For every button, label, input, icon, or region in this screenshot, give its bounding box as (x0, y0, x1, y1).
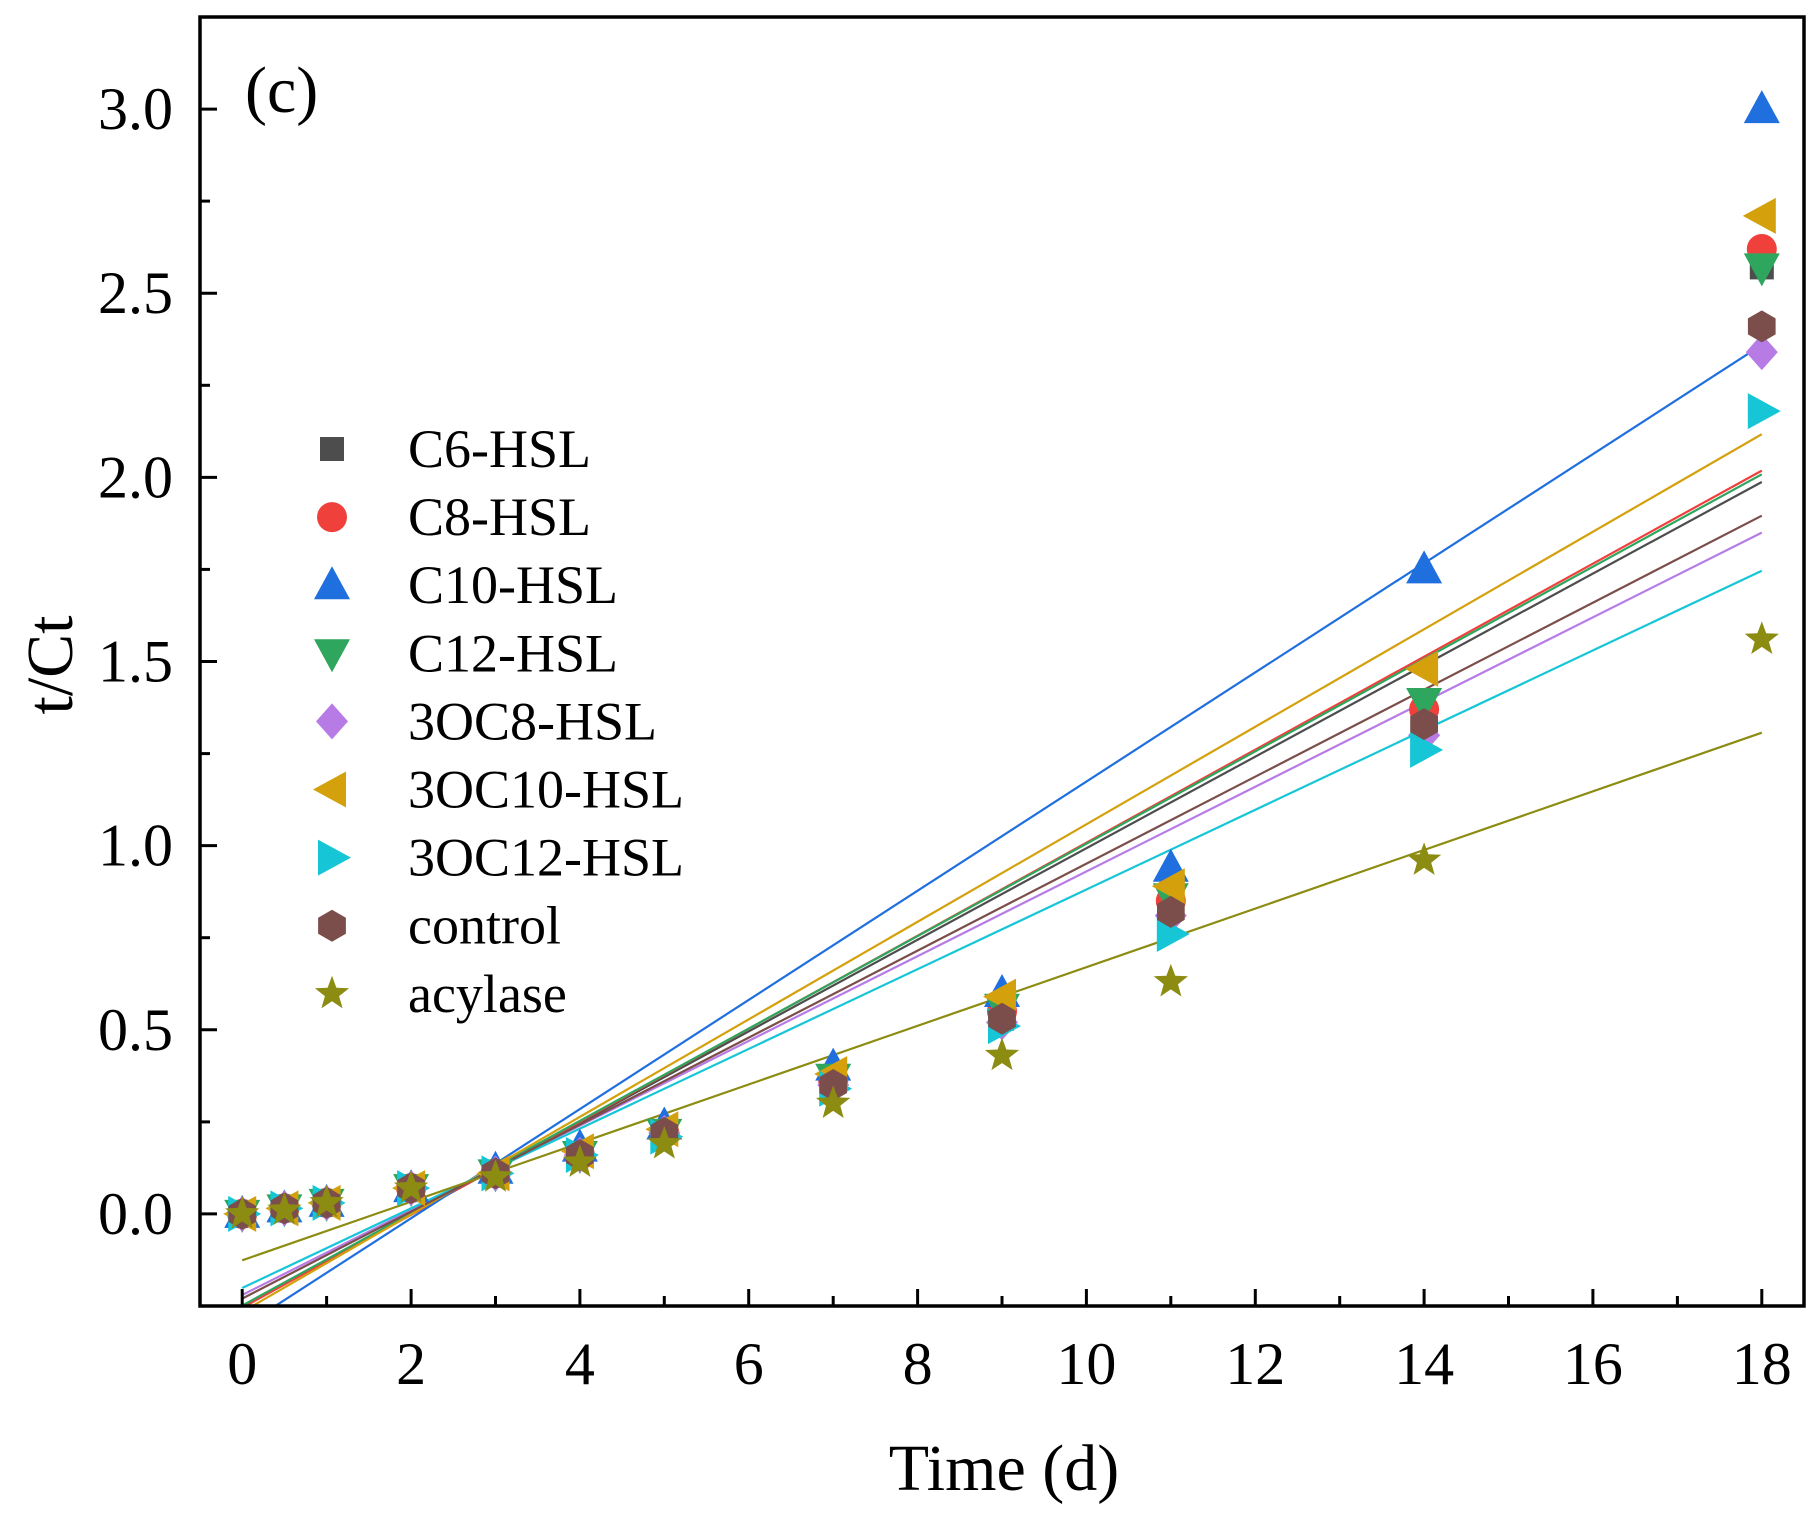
x-tick-label: 4 (565, 1331, 595, 1397)
data-point-control (988, 1002, 1016, 1035)
data-points (223, 90, 1781, 1233)
legend-label: C10-HSL (408, 555, 618, 615)
y-tick-label: 1.5 (98, 629, 173, 695)
y-tick-label: 3.0 (98, 76, 173, 142)
data-point-acylase (562, 1144, 597, 1177)
x-tick-label: 18 (1732, 1331, 1792, 1397)
x-tick-label: 16 (1563, 1331, 1623, 1397)
y-tick-labels: 0.0 0.5 1.0 1.5 2.0 2.5 3.0 (98, 76, 173, 1247)
legend-label: 3OC12-HSL (408, 828, 684, 888)
data-point-acylase (309, 1184, 344, 1218)
legend-label: 3OC10-HSL (408, 760, 684, 820)
plot-frame (198, 15, 1806, 1308)
data-point-control (1747, 310, 1776, 343)
legend-item-3oc10-hsl: 3OC10-HSL (313, 760, 684, 820)
legend-marker-c10-hsl (314, 566, 350, 600)
data-point-c10-hsl (1743, 90, 1780, 124)
y-tick-label: 2.0 (98, 444, 173, 510)
data-point-acylase (1744, 621, 1779, 654)
data-point-c12-hsl (1743, 253, 1780, 287)
data-point-acylase (647, 1126, 682, 1159)
legend-label: acylase (408, 964, 567, 1024)
legend-label: C8-HSL (408, 487, 591, 547)
x-tick-label: 12 (1225, 1331, 1285, 1397)
data-point-3oc10-hsl (1405, 650, 1439, 687)
x-tick-label: 2 (396, 1331, 426, 1397)
data-point-control (1410, 708, 1438, 741)
legend-marker-c8-hsl (317, 502, 347, 533)
x-tick-label: 0 (227, 1331, 257, 1397)
data-point-control (1157, 895, 1185, 928)
data-point-acylase (984, 1037, 1020, 1071)
y-tick-label: 0.5 (98, 997, 173, 1063)
data-point-3oc12-hsl (1410, 731, 1444, 768)
data-point-acylase (478, 1159, 513, 1192)
x-tick-label: 8 (903, 1331, 933, 1397)
legend-item-acylase: acylase (314, 964, 567, 1024)
legend-marker-3oc8-hsl (316, 703, 348, 740)
x-tick-label: 6 (734, 1331, 764, 1397)
data-point-c10-hsl (1406, 550, 1443, 584)
legend-marker-control (318, 909, 346, 942)
legend-item-c12-hsl: C12-HSL (314, 623, 618, 683)
legend-item-c6-hsl: C6-HSL (320, 419, 591, 479)
series-acylase (225, 621, 1779, 1229)
y-tick-label: 0.0 (98, 1181, 173, 1247)
legend-item-c8-hsl: C8-HSL (317, 487, 591, 547)
data-point-acylase (393, 1170, 429, 1203)
legend-marker-3oc12-hsl (318, 839, 351, 876)
data-point-3oc8-hsl (1745, 334, 1778, 371)
legend: C6-HSL C8-HSL C10-HSL C12-HSL 3OC8-HSL 3OC10-… (313, 419, 684, 1024)
data-point-acylase (225, 1195, 260, 1229)
legend-label: control (408, 896, 561, 956)
data-point-acylase (1153, 963, 1188, 997)
legend-item-3oc8-hsl: 3OC8-HSL (316, 691, 657, 751)
data-point-3oc10-hsl (1742, 197, 1776, 234)
panel-label: (c) (245, 54, 318, 127)
plot-background (200, 17, 1804, 1306)
legend-item-3oc12-hsl: 3OC12-HSL (318, 828, 684, 888)
legend-marker-3oc10-hsl (313, 771, 346, 808)
legend-marker-c12-hsl (314, 639, 350, 673)
data-point-3oc12-hsl (1156, 916, 1190, 952)
legend-item-control: control (318, 896, 561, 956)
y-tick-label: 1.0 (98, 813, 173, 879)
x-axis-label: Time (d) (889, 1432, 1119, 1505)
legend-item-c10-hsl: C10-HSL (314, 555, 618, 615)
y-tick-label: 2.5 (98, 260, 173, 326)
data-point-control (819, 1069, 847, 1101)
data-point-3oc12-hsl (1747, 393, 1781, 430)
legend-label: C12-HSL (408, 623, 618, 683)
x-tick-label: 14 (1394, 1331, 1454, 1397)
x-tick-label: 10 (1056, 1331, 1116, 1397)
data-point-3oc10-hsl (983, 978, 1016, 1015)
data-point-c12-hsl (1406, 688, 1443, 721)
x-tick-labels: 0 2 4 6 8 10 12 14 16 18 (227, 1331, 1792, 1397)
legend-marker-acylase (314, 975, 350, 1009)
data-point-acylase (816, 1085, 851, 1118)
y-axis-label: t/Ct (14, 615, 87, 714)
data-point-3oc10-hsl (1151, 868, 1185, 905)
legend-label: 3OC8-HSL (408, 691, 657, 751)
legend-marker-c6-hsl (320, 437, 344, 461)
data-point-acylase (1407, 842, 1442, 875)
legend-label: C6-HSL (408, 419, 591, 479)
data-point-acylase (267, 1192, 302, 1225)
y-axis-ticks (200, 107, 217, 1216)
